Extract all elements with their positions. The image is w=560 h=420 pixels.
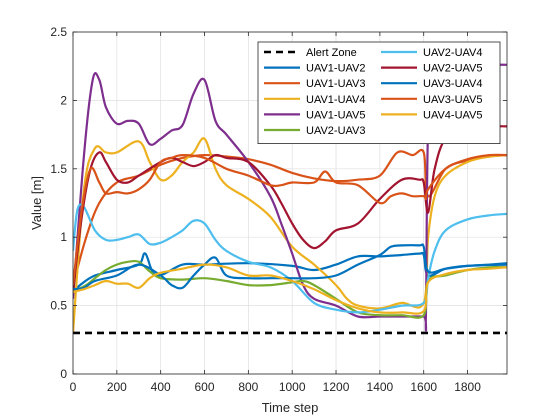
x-tick-label: 1200 [323, 380, 350, 394]
plot-border [72, 31, 508, 375]
x-tick-label: 200 [107, 380, 127, 394]
legend-label-uav1-uav2: UAV1-UAV2 [306, 63, 366, 75]
y-tick-label: 1 [60, 230, 67, 244]
legend-box [257, 41, 501, 144]
x-tick-label: 600 [194, 380, 214, 394]
x-tick-label: 0 [70, 380, 77, 394]
x-axis-label: Time step [262, 400, 319, 415]
series-lines [73, 63, 507, 335]
legend-label-uav2-uav3: UAV2-UAV3 [306, 125, 366, 137]
legend-label-alert-zone: Alert Zone [306, 47, 357, 59]
legend-label-uav2-uav4: UAV2-UAV4 [423, 47, 483, 59]
series-line-uav2-uav4 [73, 203, 507, 314]
legend-label-uav2-uav5: UAV2-UAV5 [423, 63, 483, 75]
x-tick-label: 1800 [454, 380, 481, 394]
series-line-uav1-uav4 [73, 137, 507, 334]
y-tick-label: 0.5 [50, 299, 67, 313]
y-tick-label: 2 [60, 93, 67, 107]
ticks: 0 200 400 600 800 1000 1200 1400 1600 1800 0 0.5 1 1.… [50, 25, 507, 394]
y-tick-label: 0 [60, 367, 67, 381]
legend-label-uav3-uav5: UAV3-UAV5 [423, 94, 483, 106]
x-tick-label: 1600 [410, 380, 437, 394]
series-line-uav3-uav5 [73, 153, 507, 286]
legend-label-uav1-uav5: UAV1-UAV5 [306, 109, 366, 121]
x-tick-label: 1000 [279, 380, 306, 394]
x-tick-label: 1400 [367, 380, 394, 394]
legend: Alert Zone UAV1-UAV2 UAV1-UAV3 UAV1-UAV4 UAV… [257, 41, 501, 144]
x-tick-label: 400 [151, 380, 171, 394]
x-tick-label: 800 [238, 380, 258, 394]
legend-label-uav1-uav3: UAV1-UAV3 [306, 78, 366, 90]
y-axis-label: Value [m] [29, 176, 44, 230]
series-line-uav4-uav5 [73, 263, 507, 315]
legend-label-uav3-uav4: UAV3-UAV4 [423, 78, 483, 90]
legend-label-uav1-uav4: UAV1-UAV4 [306, 94, 366, 106]
y-tick-label: 2.5 [50, 25, 67, 39]
legend-label-uav4-uav5: UAV4-UAV5 [423, 109, 483, 121]
y-tick-label: 1.5 [50, 162, 67, 176]
